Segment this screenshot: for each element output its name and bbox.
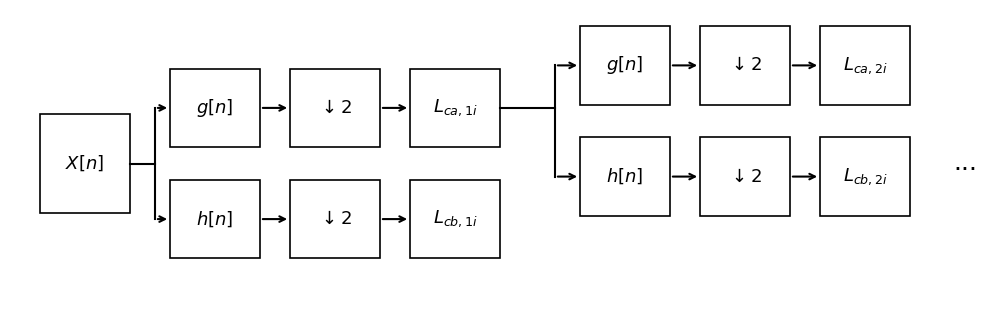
FancyBboxPatch shape <box>290 69 380 147</box>
Text: $\downarrow 2$: $\downarrow 2$ <box>728 167 762 186</box>
FancyBboxPatch shape <box>820 26 910 105</box>
FancyBboxPatch shape <box>410 69 500 147</box>
Text: $h[n]$: $h[n]$ <box>196 209 234 229</box>
FancyBboxPatch shape <box>580 137 670 216</box>
Text: $\downarrow 2$: $\downarrow 2$ <box>318 99 352 117</box>
FancyBboxPatch shape <box>410 180 500 258</box>
FancyBboxPatch shape <box>170 180 260 258</box>
FancyBboxPatch shape <box>170 69 260 147</box>
Text: $\downarrow 2$: $\downarrow 2$ <box>318 210 352 228</box>
Text: $X[n]$: $X[n]$ <box>65 154 105 173</box>
FancyBboxPatch shape <box>40 114 130 213</box>
Text: $L_{cb,1i}$: $L_{cb,1i}$ <box>433 209 477 229</box>
Text: $g[n]$: $g[n]$ <box>196 97 234 119</box>
FancyBboxPatch shape <box>700 26 790 105</box>
Text: $h[n]$: $h[n]$ <box>606 167 644 186</box>
Text: $L_{ca,1i}$: $L_{ca,1i}$ <box>433 98 477 118</box>
Text: $L_{ca,2i}$: $L_{ca,2i}$ <box>843 55 887 76</box>
FancyBboxPatch shape <box>700 137 790 216</box>
FancyBboxPatch shape <box>290 180 380 258</box>
Text: ...: ... <box>953 151 977 176</box>
FancyBboxPatch shape <box>580 26 670 105</box>
Text: $\downarrow 2$: $\downarrow 2$ <box>728 56 762 75</box>
FancyBboxPatch shape <box>820 137 910 216</box>
Text: $L_{cb,2i}$: $L_{cb,2i}$ <box>843 166 887 187</box>
Text: $g[n]$: $g[n]$ <box>606 54 644 77</box>
